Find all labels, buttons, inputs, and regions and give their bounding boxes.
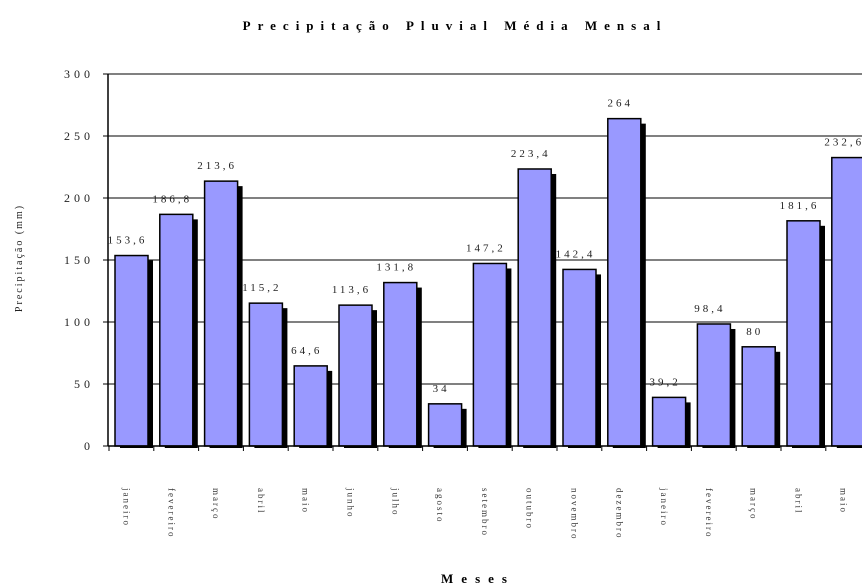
category-label: janeiro xyxy=(122,487,132,527)
data-label: 153,6 xyxy=(108,235,148,247)
data-label: 131,8 xyxy=(376,262,416,274)
y-tick-label: 150 xyxy=(64,253,94,267)
y-axis-ticks: 0 50 100 150 200 250 300 xyxy=(64,67,108,453)
data-label: 181,6 xyxy=(780,200,820,212)
category-label: dezembro xyxy=(614,488,624,539)
category-label: abril xyxy=(794,488,804,515)
category-label: setembro xyxy=(480,488,490,537)
category-label: abril xyxy=(256,488,266,515)
y-tick-label: 100 xyxy=(64,315,94,329)
y-tick-label: 50 xyxy=(74,377,94,391)
data-label: 264 xyxy=(608,98,634,110)
category-label: março xyxy=(749,488,759,521)
bar xyxy=(338,304,373,447)
category-label: novembro xyxy=(570,488,580,541)
bar xyxy=(562,268,597,447)
bar xyxy=(831,156,862,447)
category-label: maio xyxy=(838,488,848,514)
category-labels: janeiro fevereiro março abril maio junho julho… xyxy=(122,487,849,541)
bars xyxy=(114,117,862,449)
x-axis-label: Meses xyxy=(441,571,515,586)
category-label: maio xyxy=(301,488,311,514)
bar xyxy=(248,302,284,447)
data-label: 39,2 xyxy=(649,376,680,388)
data-label: 80 xyxy=(746,326,763,338)
bar xyxy=(651,396,687,447)
bar xyxy=(383,281,418,447)
bar xyxy=(472,262,508,447)
category-label: fevereiro xyxy=(166,488,176,538)
bar xyxy=(159,213,194,447)
bar xyxy=(427,403,463,447)
bar xyxy=(517,168,552,447)
axes xyxy=(107,74,862,451)
data-labels: 153,6 186,8 213,6 115,2 64,6 113,6 131,8 34 147,… xyxy=(108,98,862,395)
data-label: 223,4 xyxy=(511,148,551,160)
bar xyxy=(741,346,776,447)
category-label: junho xyxy=(346,487,356,519)
data-label: 142,4 xyxy=(556,248,596,260)
bar xyxy=(607,117,642,447)
category-label: outubro xyxy=(525,488,535,530)
y-tick-label: 250 xyxy=(64,129,94,143)
y-tick-label: 0 xyxy=(84,439,94,453)
data-label: 98,4 xyxy=(694,303,725,315)
category-label: março xyxy=(211,488,221,521)
category-label: agosto xyxy=(435,488,445,524)
data-label: 64,6 xyxy=(291,345,322,357)
bar xyxy=(114,254,149,447)
data-label: 147,2 xyxy=(466,242,506,254)
category-label: fevereiro xyxy=(704,488,714,538)
data-label: 232,6 xyxy=(824,137,862,149)
bar xyxy=(786,220,821,447)
y-axis-label: Precipitação (mm) xyxy=(14,204,25,312)
bar xyxy=(293,365,328,447)
chart-title: Precipitação Pluvial Média Mensal xyxy=(243,18,668,33)
y-tick-label: 300 xyxy=(64,67,94,81)
category-label: janeiro xyxy=(659,487,669,527)
data-label: 213,6 xyxy=(197,160,237,172)
data-label: 186,8 xyxy=(152,193,192,205)
data-label: 115,2 xyxy=(242,282,281,294)
category-label: julho xyxy=(390,487,400,517)
bar xyxy=(696,323,732,447)
data-label: 113,6 xyxy=(332,284,371,296)
y-tick-label: 200 xyxy=(64,191,94,205)
bar xyxy=(203,180,239,447)
data-label: 34 xyxy=(433,383,450,395)
